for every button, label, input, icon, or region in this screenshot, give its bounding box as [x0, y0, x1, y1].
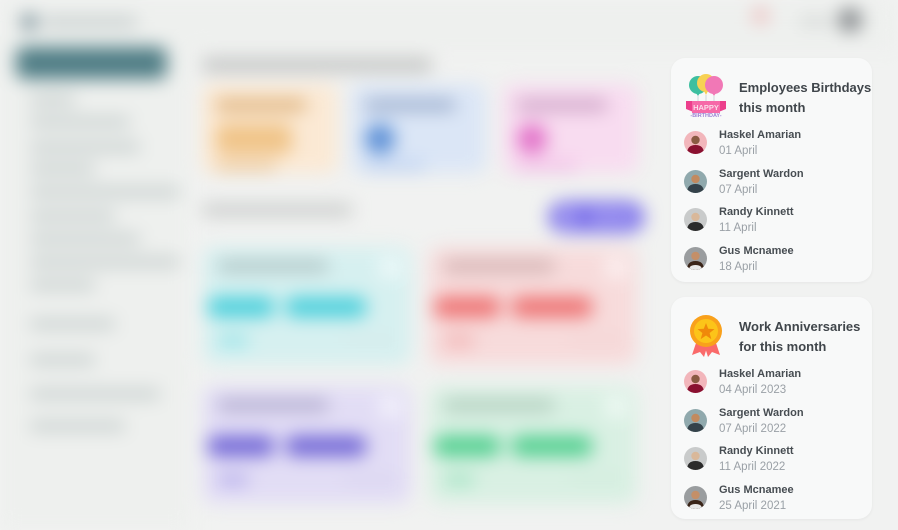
svg-text:HAPPY: HAPPY [693, 103, 719, 112]
svg-text:-BIRTHDAY-: -BIRTHDAY- [690, 113, 721, 118]
